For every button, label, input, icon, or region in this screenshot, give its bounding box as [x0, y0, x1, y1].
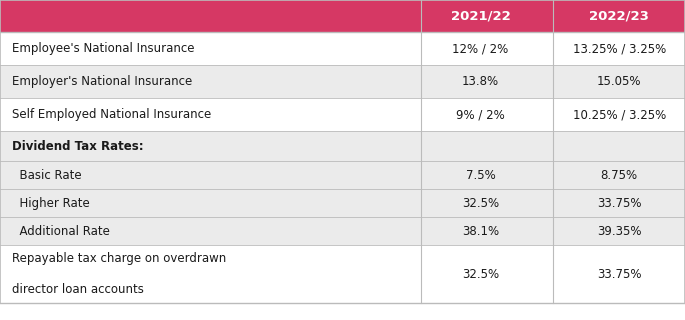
Text: Dividend Tax Rates:: Dividend Tax Rates: — [12, 140, 144, 153]
Text: Repayable tax charge on overdrawn: Repayable tax charge on overdrawn — [12, 252, 227, 265]
Text: 8.75%: 8.75% — [601, 169, 638, 181]
Text: 32.5%: 32.5% — [462, 196, 499, 210]
Text: 32.5%: 32.5% — [462, 268, 499, 281]
Text: Employer's National Insurance: Employer's National Insurance — [12, 75, 192, 88]
Text: 33.75%: 33.75% — [597, 196, 641, 210]
Text: 7.5%: 7.5% — [466, 169, 495, 181]
Text: 10.25% / 3.25%: 10.25% / 3.25% — [573, 108, 666, 121]
Text: 39.35%: 39.35% — [597, 225, 641, 237]
Text: Basic Rate: Basic Rate — [12, 169, 82, 181]
Text: 13.25% / 3.25%: 13.25% / 3.25% — [573, 42, 666, 55]
Bar — [0, 131, 685, 161]
Text: Self Employed National Insurance: Self Employed National Insurance — [12, 108, 212, 121]
Text: director loan accounts: director loan accounts — [12, 283, 145, 296]
Bar — [0, 161, 685, 189]
Bar — [0, 0, 685, 32]
Text: 15.05%: 15.05% — [597, 75, 641, 88]
Text: 2021/22: 2021/22 — [451, 10, 510, 22]
Bar — [0, 189, 685, 217]
Text: 13.8%: 13.8% — [462, 75, 499, 88]
Bar — [0, 217, 685, 245]
Text: 38.1%: 38.1% — [462, 225, 499, 237]
Text: 9% / 2%: 9% / 2% — [456, 108, 505, 121]
Text: Additional Rate: Additional Rate — [12, 225, 110, 237]
Text: Higher Rate: Higher Rate — [12, 196, 90, 210]
Bar — [0, 245, 685, 303]
Bar — [0, 98, 685, 131]
Text: Employee's National Insurance: Employee's National Insurance — [12, 42, 195, 55]
Text: 12% / 2%: 12% / 2% — [452, 42, 509, 55]
Text: 33.75%: 33.75% — [597, 268, 641, 281]
Bar — [0, 32, 685, 65]
Text: 2022/23: 2022/23 — [589, 10, 649, 22]
Bar — [0, 65, 685, 98]
